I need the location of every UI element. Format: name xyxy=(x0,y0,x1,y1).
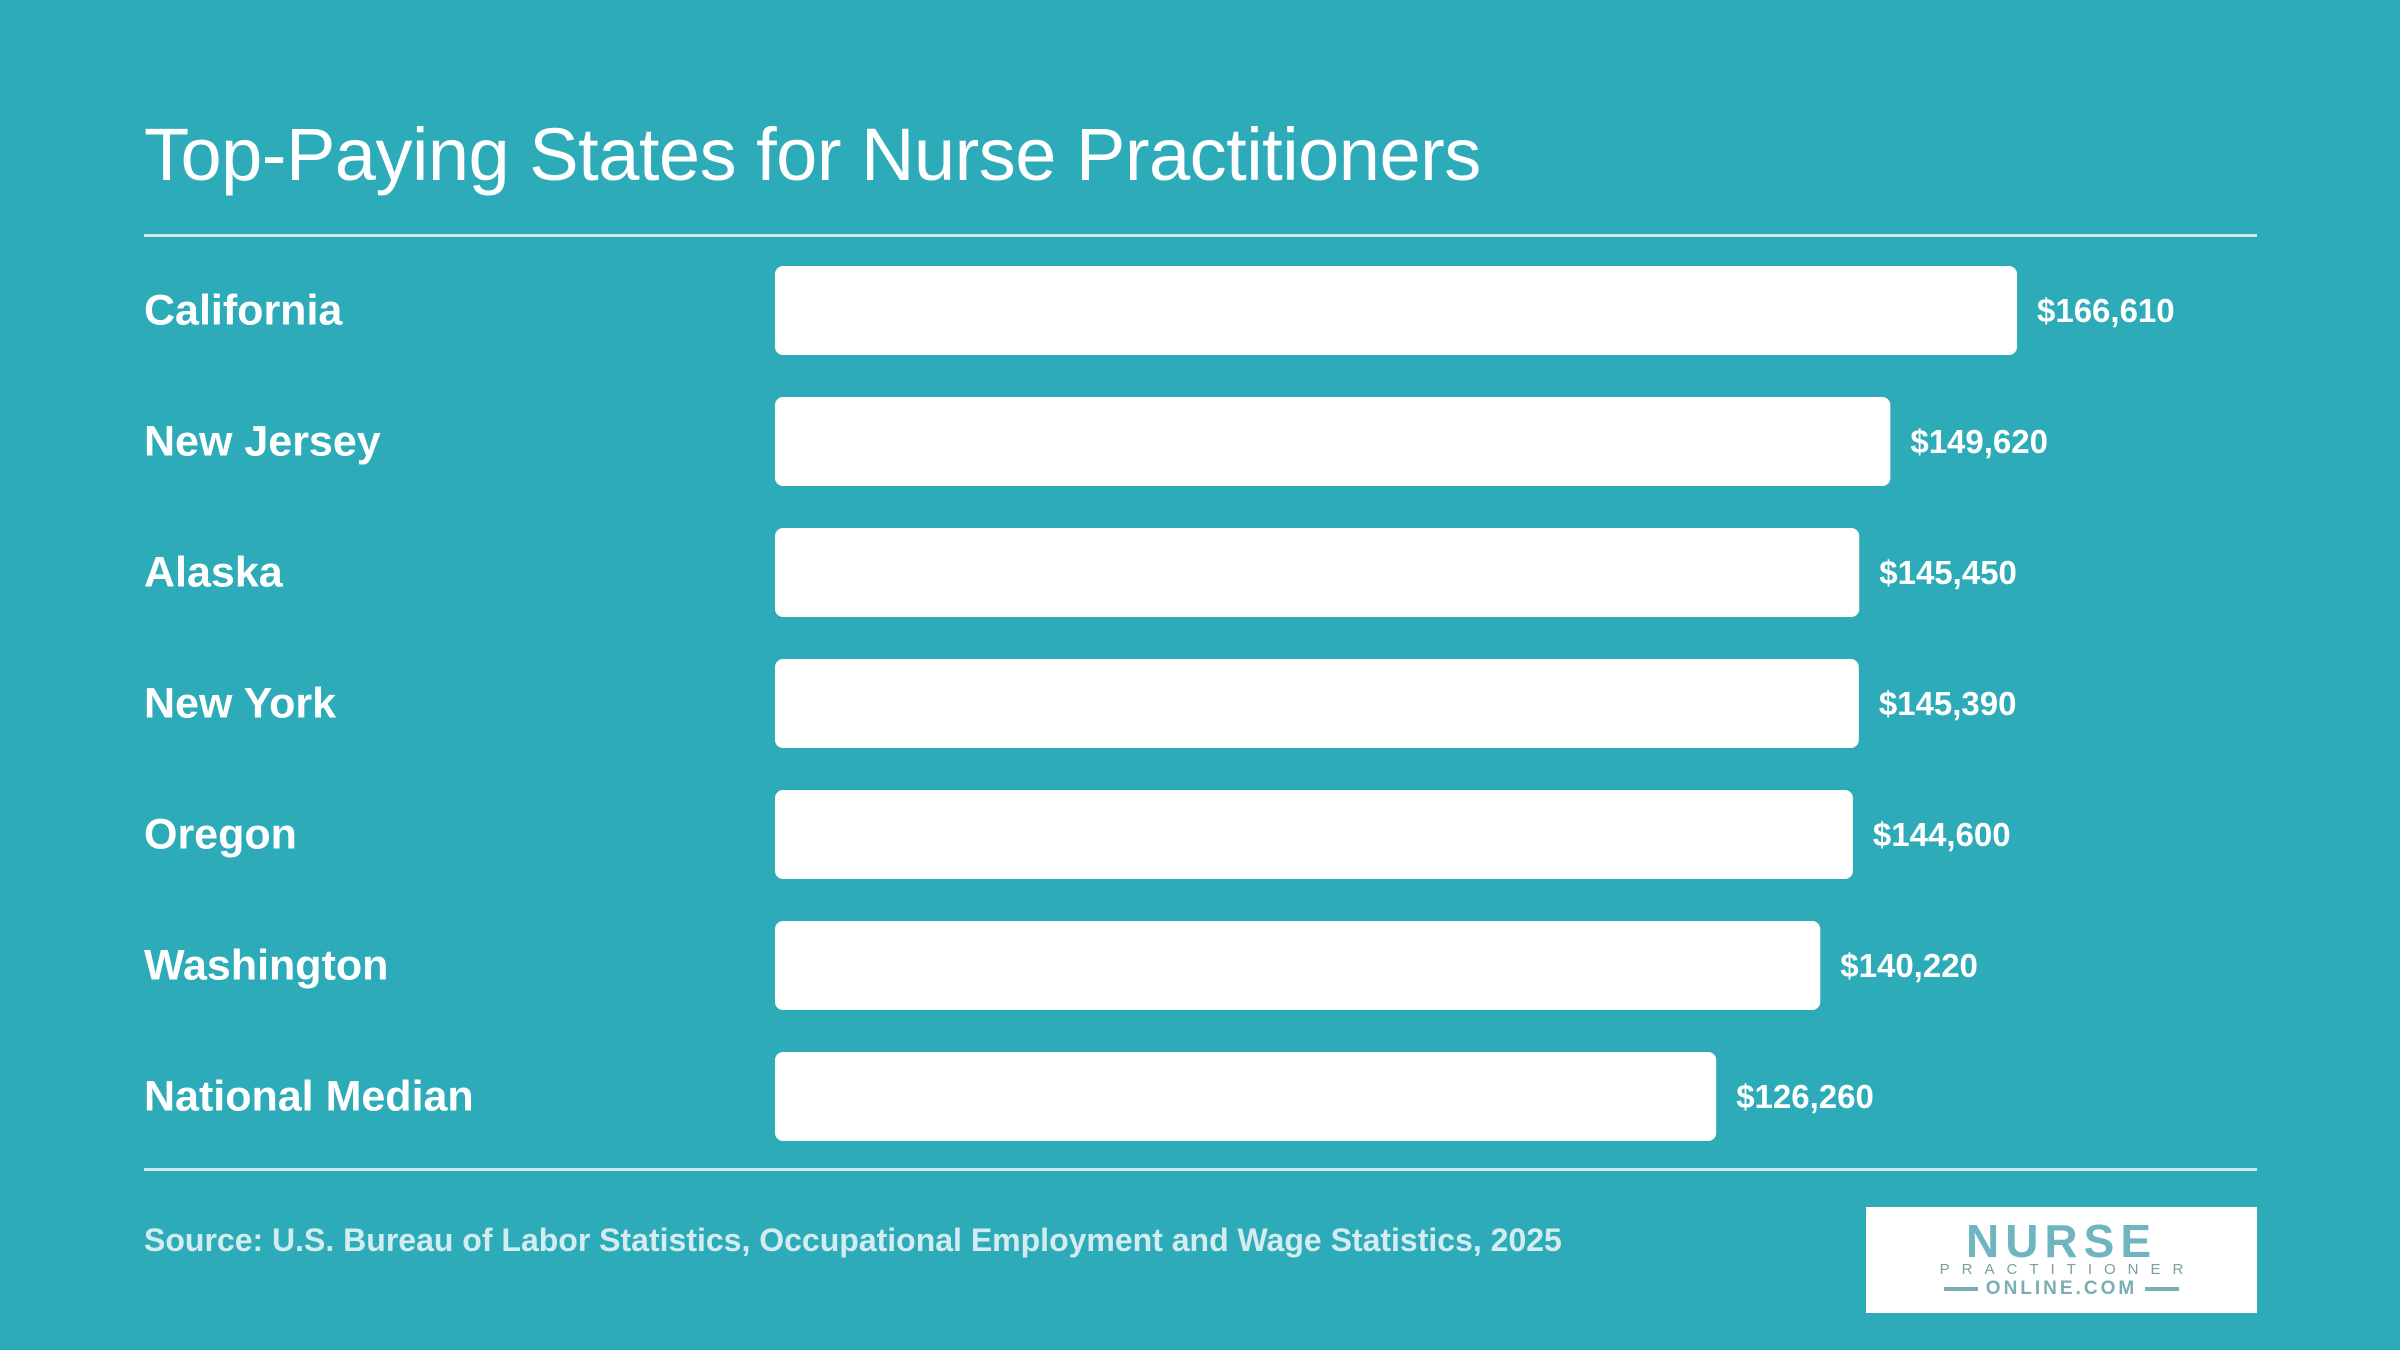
value-label: $126,260 xyxy=(1736,1078,1874,1115)
top-divider xyxy=(144,234,2257,237)
category-label: National Median xyxy=(144,1073,474,1121)
source-note: Source: U.S. Bureau of Labor Statistics,… xyxy=(144,1222,1562,1258)
value-label: $144,600 xyxy=(1873,816,2011,853)
category-label: California xyxy=(144,287,343,335)
bar xyxy=(775,921,1821,1010)
logo-sub-text: PRACTITIONER xyxy=(1939,1261,2196,1278)
logo-bottom-row: ONLINE.COM xyxy=(1943,1278,2180,1299)
chart-title: Top-Paying States for Nurse Practitioner… xyxy=(144,113,1481,196)
value-label: $145,450 xyxy=(1879,554,2017,591)
value-label: $145,390 xyxy=(1879,685,2017,722)
logo-dash-left xyxy=(1943,1287,1978,1291)
value-label: $140,220 xyxy=(1840,947,1978,984)
category-label: Oregon xyxy=(144,811,297,859)
category-label: New Jersey xyxy=(144,418,381,466)
bar xyxy=(775,397,1891,486)
bar xyxy=(775,659,1859,748)
category-label: Alaska xyxy=(144,549,284,597)
logo-dash-right xyxy=(2145,1287,2180,1291)
category-label: Washington xyxy=(144,942,388,990)
bar xyxy=(775,266,2017,355)
bar xyxy=(775,790,1853,879)
value-label: $149,620 xyxy=(1910,423,2048,460)
bar xyxy=(775,1052,1717,1141)
nurse-practitioner-online-logo: NURSE PRACTITIONER ONLINE.COM xyxy=(1866,1207,2257,1313)
logo-bottom-text: ONLINE.COM xyxy=(1985,1278,2138,1299)
logo-main-text: NURSE xyxy=(1965,1215,2158,1267)
value-label: $166,610 xyxy=(2037,292,2175,329)
category-label: New York xyxy=(144,680,336,728)
bar xyxy=(775,528,1860,617)
bottom-divider xyxy=(144,1168,2257,1171)
